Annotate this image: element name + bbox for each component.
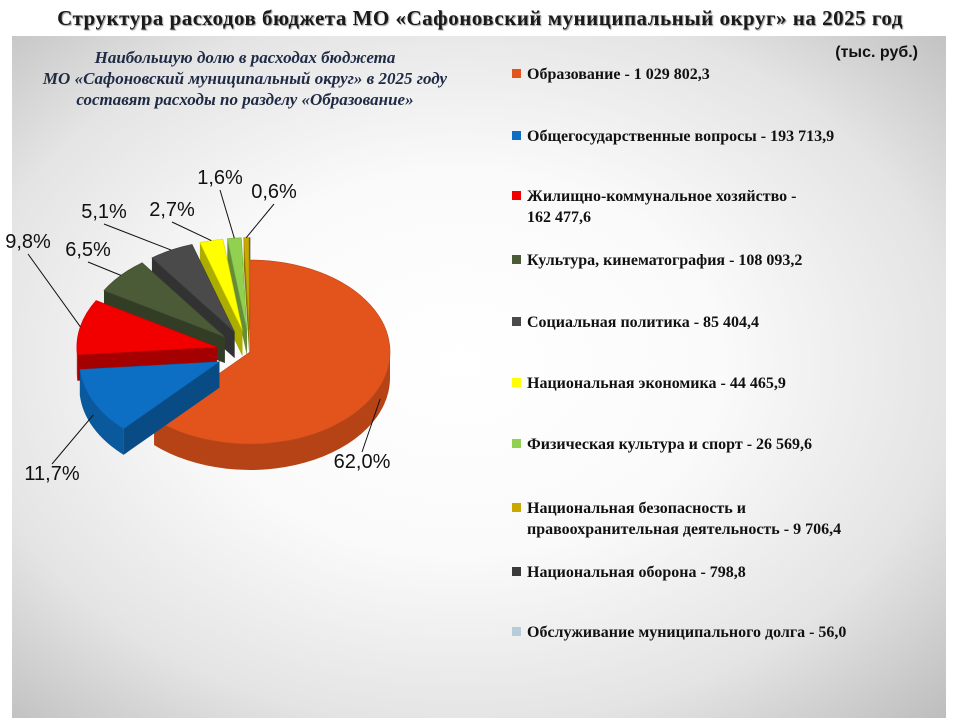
percent-label: 2,7% (149, 199, 195, 221)
slice-side-wall (227, 238, 247, 356)
legend-swatch (512, 439, 521, 448)
slice-top-face (151, 244, 235, 333)
legend-label: Национальная безопасность и правоохраните… (527, 498, 947, 540)
legend-swatch (512, 503, 521, 512)
leader-line (245, 203, 275, 239)
subtitle-line: МО «Сафоновский муниципальный округ» в 2… (42, 69, 448, 88)
slice-top-face (76, 300, 217, 356)
legend-label: Жилищно-коммунальное хозяйство - 162 477,… (527, 186, 947, 228)
legend-label: Социальная политика - 85 404,4 (527, 312, 947, 333)
legend-label-line: Общегосударственные вопросы - 193 713,9 (527, 128, 835, 145)
subtitle-line: Наибольшую долю в расходах бюджета (94, 48, 396, 67)
legend-swatch (512, 378, 521, 387)
legend-label-line: Физическая культура и спорт - 26 569,6 (527, 436, 813, 453)
slice-side-wall (243, 237, 250, 356)
legend-label-line: правоохранительная деятельность - 9 706,… (527, 521, 842, 538)
legend-label-line: Образование - 1 029 802,3 (527, 66, 710, 83)
legend-swatch (512, 567, 521, 576)
legend-swatch (512, 317, 521, 326)
percent-label: 0,6% (251, 181, 297, 203)
pie-slice-7 (243, 237, 250, 356)
legend-swatch (512, 627, 521, 636)
legend-label: Национальная оборона - 798,8 (527, 562, 947, 583)
percent-label: 11,7% (24, 463, 79, 485)
leader-line (103, 223, 172, 251)
legend-swatch (512, 255, 521, 264)
legend-swatch (512, 131, 521, 140)
leader-line (171, 221, 212, 241)
legend-label-line: 162 477,6 (527, 209, 591, 226)
legend-label-line: Обслуживание муниципального долга - 56,0 (527, 624, 847, 641)
pie-slice-1 (79, 361, 221, 455)
legend-swatch (512, 191, 521, 200)
slice-outer-wall (154, 352, 390, 470)
percent-label: 9,8% (5, 231, 51, 253)
slice-top-face (199, 238, 243, 331)
legend-label-line: Жилищно-коммунальное хозяйство - (527, 188, 797, 205)
unit-label: (тыс. руб.) (835, 44, 918, 61)
legend-label-line: Национальная безопасность и (527, 500, 746, 517)
legend-label-line: Социальная политика - 85 404,4 (527, 314, 760, 331)
slide-title: Структура расходов бюджета МО «Сафоновск… (57, 6, 903, 30)
slice-top-face (153, 259, 391, 445)
legend-label-line: Национальная оборона - 798,8 (527, 564, 746, 581)
percent-label: 5,1% (81, 201, 127, 223)
legend-label-line: Культура, кинематография - 108 093,2 (527, 252, 803, 269)
leader-line (87, 261, 122, 276)
percent-label: 62,0% (334, 451, 391, 473)
subtitle-line: составят расходы по разделу «Образование… (76, 90, 414, 109)
slice-top-face (79, 361, 221, 430)
legend-label: Образование - 1 029 802,3 (527, 64, 947, 85)
legend-label-line: Национальная экономика - 44 465,9 (527, 375, 786, 392)
legend-label: Физическая культура и спорт - 26 569,6 (527, 434, 947, 455)
leader-line (361, 398, 381, 453)
leader-line (219, 189, 235, 239)
legend-label: Культура, кинематография - 108 093,2 (527, 250, 947, 271)
percent-label: 1,6% (197, 167, 243, 189)
legend-label: Национальная экономика - 44 465,9 (527, 373, 947, 394)
slice-outer-wall (79, 369, 124, 455)
legend-swatch (512, 69, 521, 78)
legend-label: Обслуживание муниципального долга - 56,0 (527, 622, 947, 643)
leader-line (27, 253, 81, 328)
pie-slice-6 (226, 237, 248, 356)
leader-line (51, 414, 94, 465)
percent-label: 6,5% (65, 239, 111, 261)
chart-subtitle: Наибольшую долю в расходах бюджета МО «С… (0, 47, 490, 110)
slice-top-face (243, 237, 250, 330)
legend-label: Общегосударственные вопросы - 193 713,9 (527, 126, 947, 147)
